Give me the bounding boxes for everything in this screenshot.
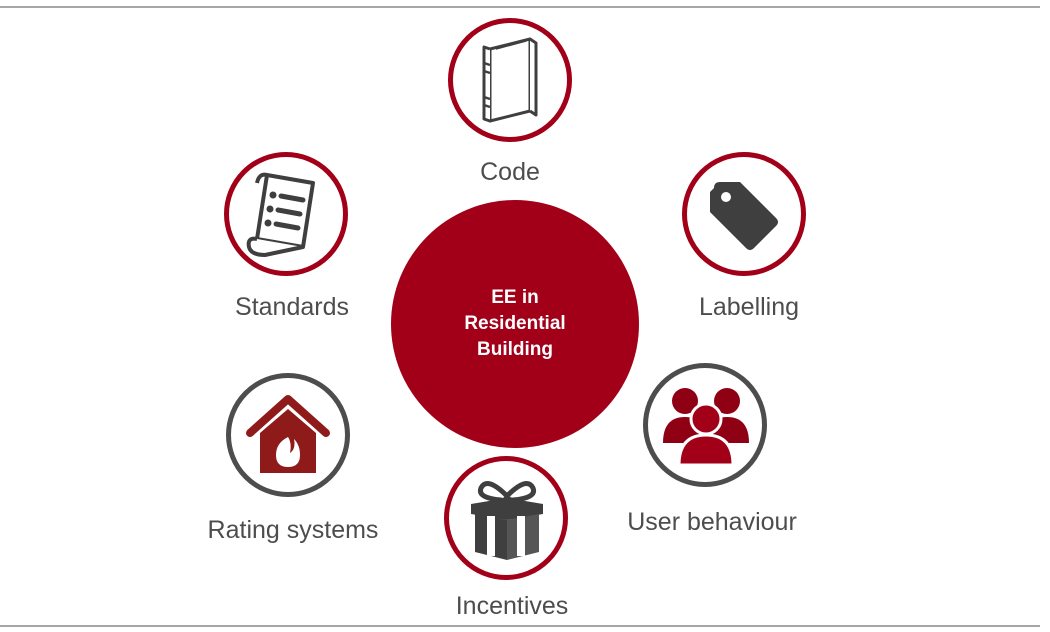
bottom-divider <box>0 625 1040 627</box>
label-standards: Standards <box>235 293 349 321</box>
label-incentives: Incentives <box>455 592 569 620</box>
node-code <box>448 18 572 142</box>
hub-line-2: Residential <box>464 313 566 334</box>
label-code: Code <box>480 158 540 186</box>
hub-line-1: EE in <box>491 287 539 308</box>
top-divider <box>0 6 1040 8</box>
checklist-scroll-icon <box>246 172 315 257</box>
node-standards <box>224 152 348 276</box>
node-rating-systems <box>226 373 350 497</box>
users-icon <box>663 388 749 465</box>
tag-icon <box>710 182 778 250</box>
center-hub: EE in Residential Building <box>391 200 639 448</box>
node-user-behaviour <box>643 363 767 487</box>
eco-house-icon <box>246 395 330 473</box>
label-rating-systems: Rating systems <box>207 516 379 544</box>
label-user-behaviour: User behaviour <box>627 508 797 536</box>
node-labelling <box>682 152 806 276</box>
book-icon <box>482 37 538 123</box>
hub-line-3: Building <box>477 339 553 360</box>
gift-icon <box>471 481 543 560</box>
node-incentives <box>444 456 568 580</box>
label-labelling: Labelling <box>698 293 800 321</box>
